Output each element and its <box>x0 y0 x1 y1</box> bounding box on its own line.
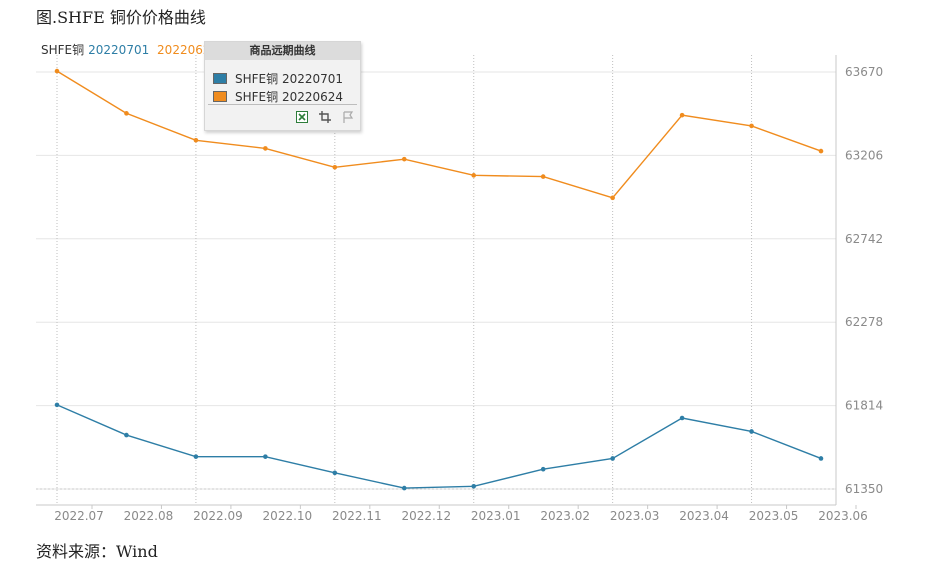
data-point <box>124 432 129 438</box>
data-point <box>818 456 824 461</box>
legend-series-20220701[interactable]: 20220701 <box>88 43 150 57</box>
data-point <box>54 68 60 74</box>
data-point <box>679 415 685 421</box>
popup-item-label: SHFE铜 20220701 <box>235 72 344 86</box>
grid-layer <box>36 55 836 505</box>
x-tick-label: 2023.03 <box>610 509 660 523</box>
data-point <box>471 484 477 489</box>
data-point <box>193 454 199 459</box>
data-point <box>540 466 546 472</box>
data-point <box>332 470 338 476</box>
x-tick-label: 2023.06 <box>818 509 868 523</box>
legend-prefix: SHFE铜 <box>41 43 85 57</box>
popup-divider <box>208 104 357 105</box>
popup-title: 商品远期曲线 <box>205 42 360 60</box>
x-tick-label: 2022.09 <box>193 509 243 523</box>
axis-layer: 61350 61814 62278 62742 63206 63670 2022.07 202… <box>36 55 883 523</box>
x-tick-label: 2022.07 <box>54 509 104 523</box>
crop-icon[interactable] <box>319 111 331 123</box>
flag-icon[interactable] <box>342 111 354 123</box>
data-point <box>54 402 60 408</box>
source-note: 资料来源：Wind <box>36 542 158 561</box>
swatch-20220701 <box>213 73 227 84</box>
data-point <box>332 164 338 170</box>
data-point <box>124 111 129 116</box>
excel-export-icon[interactable] <box>296 111 308 123</box>
x-tick-label: 2022.08 <box>124 509 174 523</box>
y-tick-label: 62742 <box>845 232 883 246</box>
data-point <box>401 156 407 162</box>
y-tick-label: 63206 <box>845 148 883 162</box>
data-point <box>401 485 407 491</box>
data-point <box>679 112 685 118</box>
data-point <box>193 138 199 143</box>
data-point <box>610 456 615 461</box>
data-point <box>263 454 268 459</box>
legend-series-20220624[interactable]: 20220624 <box>157 43 219 57</box>
x-tick-label: 2022.10 <box>263 509 313 523</box>
swatch-20220624 <box>213 91 227 102</box>
figure-title: 图.SHFE 铜价价格曲线 <box>36 8 206 27</box>
x-tick-label: 2023.02 <box>540 509 590 523</box>
popup-item-20220701[interactable]: SHFE铜 20220701 <box>213 70 343 87</box>
popup-item-label: SHFE铜 20220624 <box>235 90 344 104</box>
data-point <box>263 146 268 151</box>
y-tick-label: 61350 <box>845 482 883 496</box>
forward-curve-popup[interactable]: 商品远期曲线 SHFE铜 20220701 SHFE铜 20220624 <box>204 41 361 131</box>
x-tick-label: 2023.04 <box>679 509 729 523</box>
data-point <box>471 173 477 178</box>
y-tick-label: 61814 <box>845 399 883 413</box>
data-point <box>818 148 824 154</box>
y-tick-label: 62278 <box>845 315 883 329</box>
x-tick-label: 2022.11 <box>332 509 382 523</box>
x-tick-label: 2023.01 <box>471 509 521 523</box>
data-point <box>749 429 754 434</box>
data-point <box>610 195 615 201</box>
data-point <box>540 174 546 179</box>
series-line-20220624 <box>56 70 822 199</box>
series-line-20220701 <box>56 404 822 489</box>
x-tick-label: 2022.12 <box>401 509 451 523</box>
data-point <box>749 123 754 129</box>
series-layer <box>54 68 824 491</box>
y-tick-label: 63670 <box>845 65 883 79</box>
x-tick-label: 2023.05 <box>749 509 799 523</box>
popup-item-20220624[interactable]: SHFE铜 20220624 <box>213 88 343 105</box>
chart-legend: SHFE铜 20220701 20220624 <box>41 41 222 58</box>
